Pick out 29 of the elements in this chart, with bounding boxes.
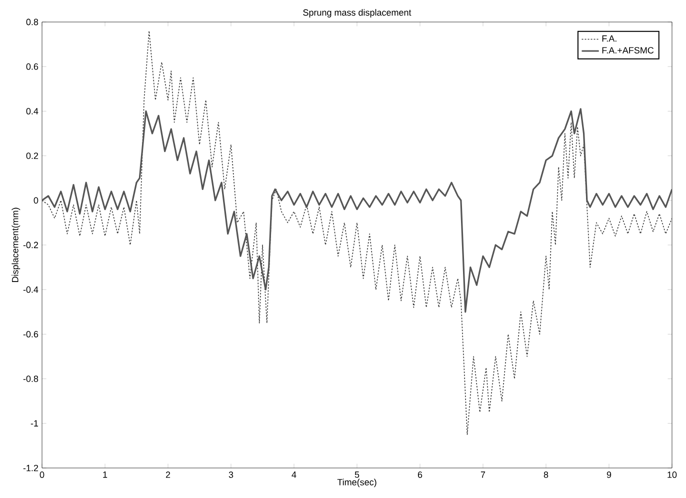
x-tick-label: 5 xyxy=(354,472,360,478)
x-tick-label: 3 xyxy=(228,472,234,478)
y-tick-label: 0.6 xyxy=(26,63,38,70)
y-tick-label: 0.4 xyxy=(26,108,38,114)
x-tick-label: 0 xyxy=(40,472,44,478)
y-tick-label: 0.8 xyxy=(26,18,38,26)
y-tick-label: -0.6 xyxy=(23,331,38,338)
x-tick-label: 4 xyxy=(292,472,296,478)
x-tick-label: 6 xyxy=(418,472,422,478)
x-tick-label: 1 xyxy=(103,472,108,478)
y-tick-label: 0.2 xyxy=(26,152,38,159)
y-tick-label: 0 xyxy=(34,197,38,204)
line-series xyxy=(42,108,672,313)
x-tick-label: 10 xyxy=(668,472,677,478)
y-tick-label: -1 xyxy=(30,420,38,426)
y-axis-title: Displacement(mm) xyxy=(12,208,20,282)
y-tick-label: -0.2 xyxy=(23,242,38,248)
x-tick-label: 2 xyxy=(166,472,170,478)
legend-label: F.A. xyxy=(602,35,616,42)
x-tick-label: 8 xyxy=(544,472,548,478)
legend-label: F.A.+AFSMC xyxy=(602,47,654,54)
line-series xyxy=(42,30,672,435)
x-axis-title: Time(sec) xyxy=(337,478,376,488)
y-tick-label: -0.4 xyxy=(23,286,38,293)
y-tick-label: -0.8 xyxy=(23,376,38,382)
x-tick-label: 7 xyxy=(480,472,486,478)
x-tick-label: 9 xyxy=(606,472,612,478)
chart-title: Sprung mass displacement xyxy=(303,9,412,18)
y-tick-label: -1.2 xyxy=(23,464,38,472)
